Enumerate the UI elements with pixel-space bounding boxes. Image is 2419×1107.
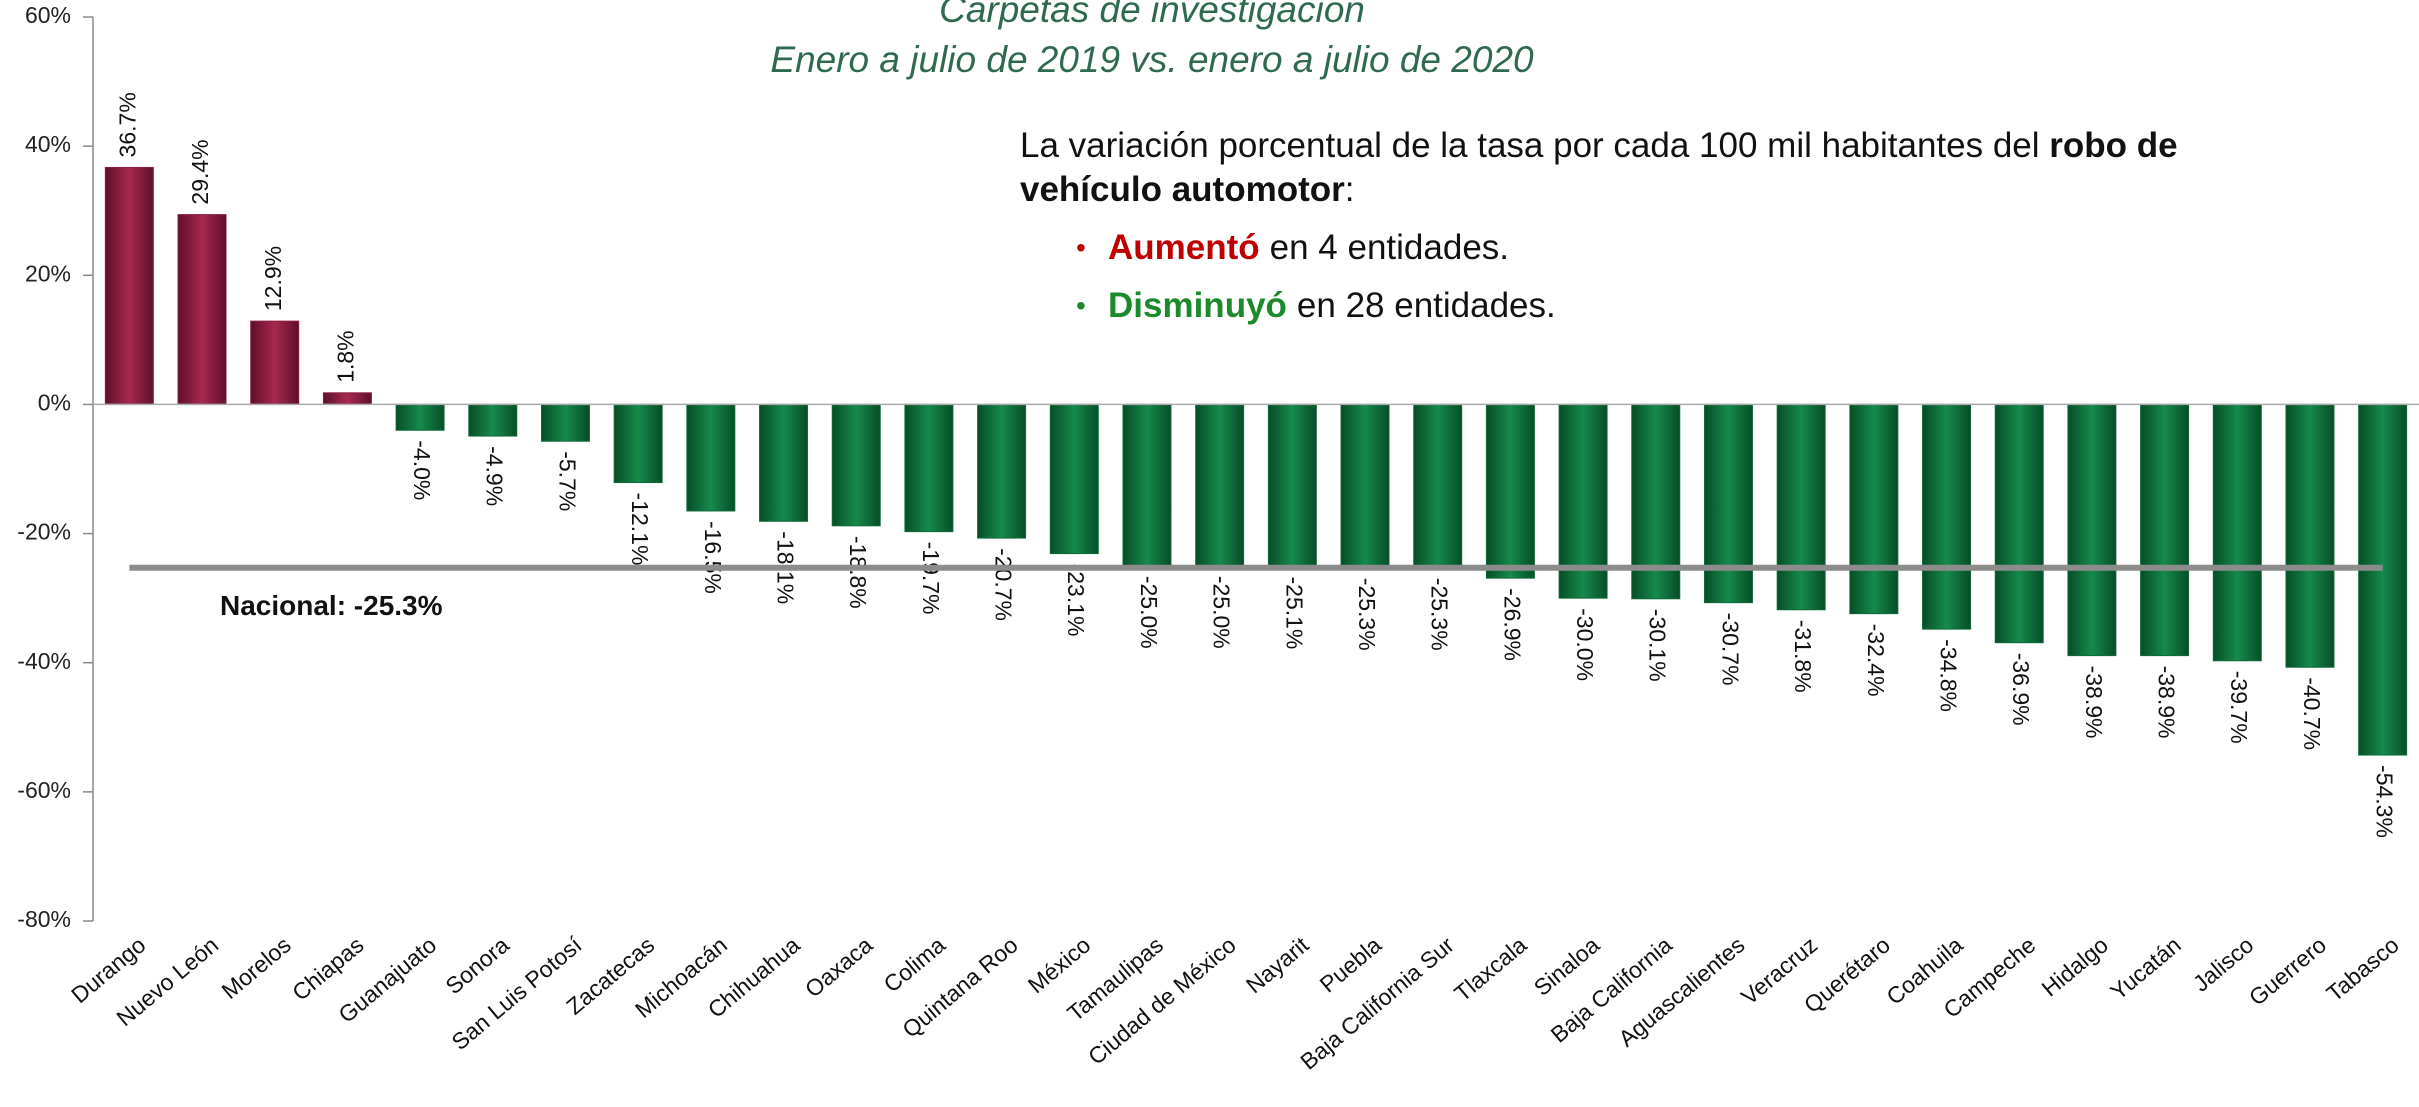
bar: [2140, 403, 2190, 657]
x-tick-label: Tlaxcala: [1449, 931, 1531, 1006]
data-label: -38.9%: [2154, 666, 2180, 739]
data-label: -31.8%: [1790, 620, 1816, 693]
bullet-key: Disminuyó: [1108, 286, 1287, 325]
y-tick-label: 0%: [38, 390, 71, 416]
bar: [831, 403, 881, 527]
bar: [468, 403, 518, 437]
data-label: -18.8%: [845, 536, 871, 609]
data-label: 1.8%: [332, 330, 358, 382]
data-label: -40.7%: [2299, 677, 2325, 750]
x-tick-label: Yucatán: [2105, 932, 2185, 1005]
x-tick-label: Morelos: [216, 932, 295, 1005]
bar: [1994, 403, 2044, 644]
data-label: -25.3%: [1354, 578, 1380, 651]
y-tick-label: -80%: [17, 906, 71, 932]
data-label: -26.9%: [1499, 588, 1525, 661]
bar: [1849, 403, 1899, 615]
data-label: 36.7%: [114, 92, 140, 157]
bullet-text: en 28 entidades.: [1296, 286, 1556, 325]
data-label: -39.7%: [2226, 671, 2252, 744]
bar: [1922, 403, 1972, 630]
data-label: -23.1%: [1063, 564, 1089, 637]
annotation-end: :: [1344, 170, 1355, 209]
data-label: -19.7%: [918, 542, 944, 615]
data-label: -4.0%: [409, 440, 435, 500]
x-tick-label: Baja California: [1546, 931, 1677, 1047]
bar: [1049, 403, 1099, 555]
data-label: -5.7%: [554, 451, 580, 511]
bar: [540, 403, 590, 442]
data-label: -16.5%: [700, 521, 726, 594]
data-label: -36.9%: [2008, 653, 2034, 726]
data-label: -54.3%: [2372, 765, 2398, 838]
data-label: -20.7%: [991, 548, 1017, 621]
data-label: -32.4%: [1863, 624, 1889, 697]
x-tick-label: Guerrero: [2244, 932, 2331, 1011]
bar: [977, 403, 1027, 539]
chart-subtitle: Enero a julio de 2019 vs. enero a julio …: [770, 39, 1534, 80]
data-label: -4.9%: [482, 446, 508, 506]
bar: [395, 403, 445, 431]
bar: [1267, 403, 1317, 568]
reference-label: Nacional: -25.3%: [220, 590, 443, 621]
annotation-text: La variación porcentual de la tasa por c…: [1020, 126, 2040, 165]
data-label: -30.1%: [1645, 609, 1671, 682]
chart-title: Carpetas de investigación: [939, 0, 1365, 30]
x-tick-label: Tabasco: [2321, 932, 2403, 1007]
bar: [1413, 403, 1463, 569]
bar: [2067, 403, 2117, 657]
data-label: -25.1%: [1281, 577, 1307, 650]
bar: [1485, 403, 1535, 579]
x-tick-label: Hidalgo: [2037, 932, 2113, 1002]
bar: [250, 320, 300, 405]
data-label: -34.8%: [1935, 639, 1961, 712]
bar: [1340, 403, 1390, 569]
bar: [177, 214, 227, 405]
data-label: -25.0%: [1136, 576, 1162, 649]
data-label: -30.7%: [1717, 613, 1743, 686]
bar: [1776, 403, 1826, 611]
bar: [686, 403, 736, 512]
bullet-key: Aumentó: [1108, 228, 1260, 267]
y-tick-label: -60%: [17, 777, 71, 803]
annotation: La variación porcentual de la tasa por c…: [1020, 124, 2250, 328]
x-tick-label: Aguascalientes: [1613, 932, 1749, 1052]
x-tick-label: Oaxaca: [800, 931, 878, 1002]
x-tick-label: Nayarit: [1241, 931, 1314, 998]
y-tick-label: 40%: [25, 131, 71, 157]
bar: [104, 166, 154, 405]
y-tick-label: 20%: [25, 260, 71, 286]
data-label: -25.3%: [1427, 578, 1453, 651]
bar: [2285, 403, 2335, 668]
x-tick-label: San Luis Potosí: [446, 931, 587, 1055]
bar: [759, 403, 809, 522]
data-label: -38.9%: [2081, 666, 2107, 739]
data-label: 12.9%: [260, 246, 286, 311]
bar: [2212, 403, 2262, 662]
bar: [613, 403, 663, 484]
bar: [1122, 403, 1172, 567]
annotation-bold: robo de vehículo automotor: [1020, 126, 2178, 209]
data-label: 29.4%: [187, 139, 213, 204]
data-label: -30.0%: [1572, 608, 1598, 681]
y-tick-label: -20%: [17, 519, 71, 545]
y-tick-label: -40%: [17, 648, 71, 674]
bar: [1703, 403, 1753, 604]
bar: [322, 392, 372, 405]
data-label: -25.0%: [1209, 576, 1235, 649]
data-label: -12.1%: [627, 493, 653, 566]
bar: [1195, 403, 1245, 567]
bullet-text: en 4 entidades.: [1269, 228, 1510, 267]
bar: [904, 403, 954, 533]
bar: [2358, 403, 2408, 756]
y-tick-label: 60%: [25, 2, 71, 28]
